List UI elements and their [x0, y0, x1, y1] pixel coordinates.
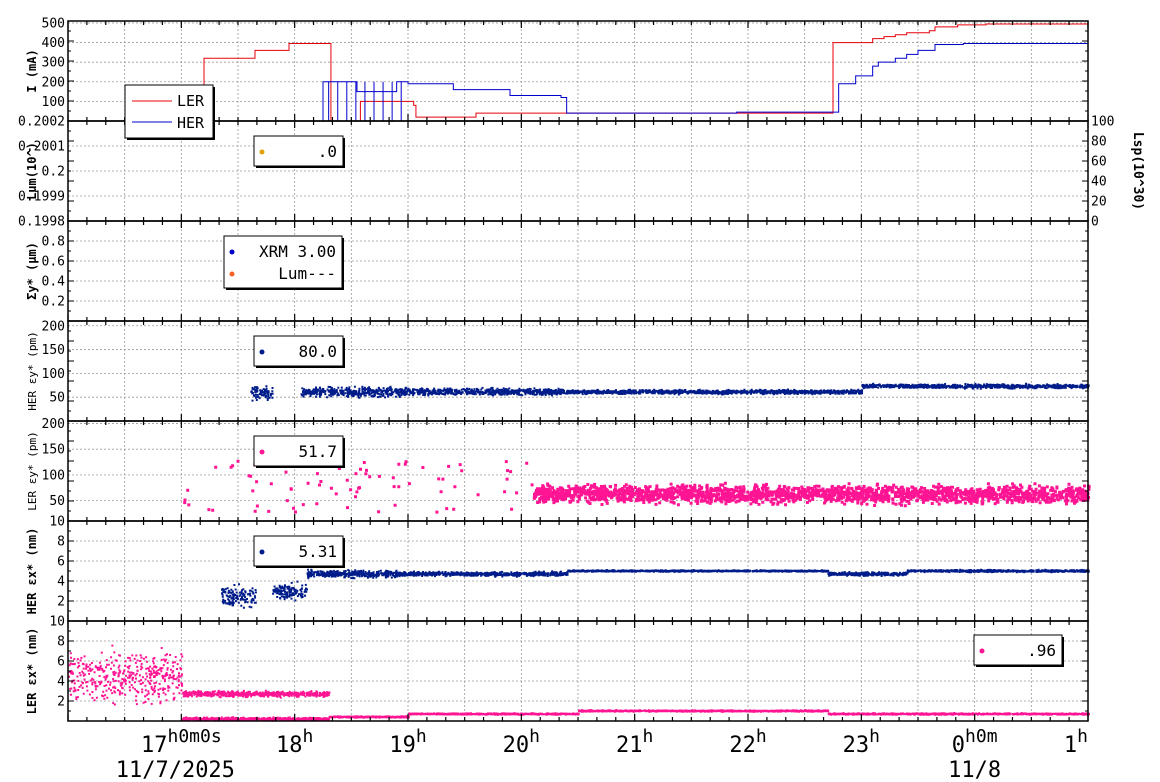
x-tick-label: 17h0m0s	[141, 726, 222, 758]
y-tick-label: 0.2	[42, 165, 65, 180]
frame-layer	[67, 20, 1089, 722]
y-tick-label: 0.2	[42, 295, 65, 310]
ler-eps-x-legend-value: .96	[1027, 641, 1056, 660]
x-tick-label: 21h	[616, 726, 653, 758]
y2-tick-label: 40	[1091, 175, 1107, 190]
date-label-right: 11/8	[948, 758, 1001, 782]
y-axis-label: HER εy* (pm)	[26, 331, 39, 410]
lum-legend-marker	[259, 149, 265, 155]
scatter-points	[221, 568, 1090, 609]
y-tick-label: 50	[49, 391, 65, 406]
y-axis-label: HER εx* (nm)	[25, 528, 39, 615]
y-axis-label: LER εx* (nm)	[25, 628, 39, 715]
y-tick-label: 0.2001	[18, 140, 65, 155]
lum-legend	[253, 135, 344, 167]
sigma-legend	[223, 235, 343, 289]
her-eps-y-legend-value: 80.0	[298, 342, 337, 361]
her-eps-y-legend	[253, 335, 344, 367]
y-tick-label: 200	[42, 75, 65, 90]
y-tick-label: 6	[57, 555, 65, 570]
y-tick-label: 150	[42, 443, 65, 458]
y-axis-label: Σy* (μm)	[25, 242, 39, 300]
sigma-legend-value: XRM 3.00	[259, 242, 336, 261]
ler-eps-y-legend-marker	[259, 449, 265, 455]
x-tick-label: 20h	[503, 726, 540, 758]
current-legend	[124, 84, 214, 139]
y-tick-label: 100	[42, 367, 65, 382]
ler-eps-x-legend	[973, 634, 1063, 666]
scatter-points	[250, 382, 1090, 402]
y-tick-label: 0.2002	[18, 115, 65, 130]
y2-tick-label: 20	[1091, 195, 1107, 210]
date-label-left: 11/7/2025	[116, 758, 235, 782]
x-tick-label: 18h	[276, 726, 313, 758]
y-tick-label: 200	[42, 319, 65, 334]
y2-tick-label: 60	[1091, 155, 1107, 170]
y-tick-label: 2	[57, 695, 65, 710]
y-tick-label: 300	[42, 56, 65, 71]
y2-tick-label: 0	[1091, 215, 1099, 230]
y-tick-label: 0.1998	[18, 215, 65, 230]
y-tick-label: 8	[57, 635, 65, 650]
her-eps-x-legend	[253, 535, 344, 567]
legend-label-her: HER	[177, 114, 205, 132]
y-tick-label: 100	[42, 95, 65, 110]
y-tick-label: 2	[57, 595, 65, 610]
y-tick-label: 50	[49, 494, 65, 509]
y-tick-label: 10	[49, 515, 65, 530]
y-tick-label: 0.8	[42, 235, 65, 250]
x-tick-label: 1h	[1064, 726, 1088, 758]
y-tick-label: 0.4	[42, 275, 66, 290]
y-axis-label: I (mA)	[25, 49, 39, 92]
series-line-her	[68, 43, 1088, 122]
x-tick-label: 23h	[843, 726, 880, 758]
scatter-points	[183, 459, 1091, 514]
panel-frame	[67, 620, 1089, 722]
x-tick-label: 22h	[729, 726, 766, 758]
her-eps-x-legend-value: 5.31	[298, 542, 337, 561]
y2-tick-label: 80	[1091, 135, 1107, 150]
y-axis-label: Lum(10^)	[25, 142, 39, 200]
x-tick-label: 19h	[389, 726, 426, 758]
y-tick-label: 0.6	[42, 255, 65, 270]
x-tick-label: 0h0m	[952, 726, 998, 758]
y-axis-label: LER εy* (pm)	[26, 431, 39, 510]
legend-label-ler: LER	[177, 92, 205, 110]
y-tick-label: 8	[57, 535, 65, 550]
y-tick-label: 200	[42, 417, 65, 432]
sigma-legend-value: Lum---	[278, 264, 336, 283]
scatter-points	[68, 644, 1090, 722]
legend-layer: LER HER .0 XRM 3.00 Lum--- 80.0 51.7 5.31 .96	[124, 84, 1064, 667]
her-eps-y-legend-marker	[259, 349, 265, 355]
sigma-legend-marker	[229, 271, 235, 277]
y2-tick-label: 100	[1091, 115, 1114, 130]
data-layer	[68, 23, 1091, 722]
her-eps-x-legend-marker	[259, 549, 265, 555]
sigma-legend-marker	[229, 249, 235, 255]
y-tick-label: 400	[42, 36, 65, 51]
ler-eps-x-legend-marker	[979, 648, 985, 654]
ler-eps-y-legend-value: 51.7	[298, 442, 337, 461]
y-tick-label: 10	[49, 615, 65, 630]
y-tick-label: 150	[42, 343, 65, 358]
lum-legend-value: .0	[318, 142, 337, 161]
y-tick-label: 100	[42, 468, 65, 483]
grid-layer	[67, 21, 1089, 721]
y-tick-label: 0.1999	[18, 190, 65, 205]
y-tick-label: 500	[42, 16, 65, 31]
y2-axis-label: Lsp(10^30)	[1130, 132, 1145, 210]
ler-eps-y-legend	[253, 435, 344, 467]
y-tick-label: 4	[57, 575, 65, 590]
y-tick-label: 6	[57, 655, 65, 670]
y-tick-label: 4	[57, 675, 65, 690]
